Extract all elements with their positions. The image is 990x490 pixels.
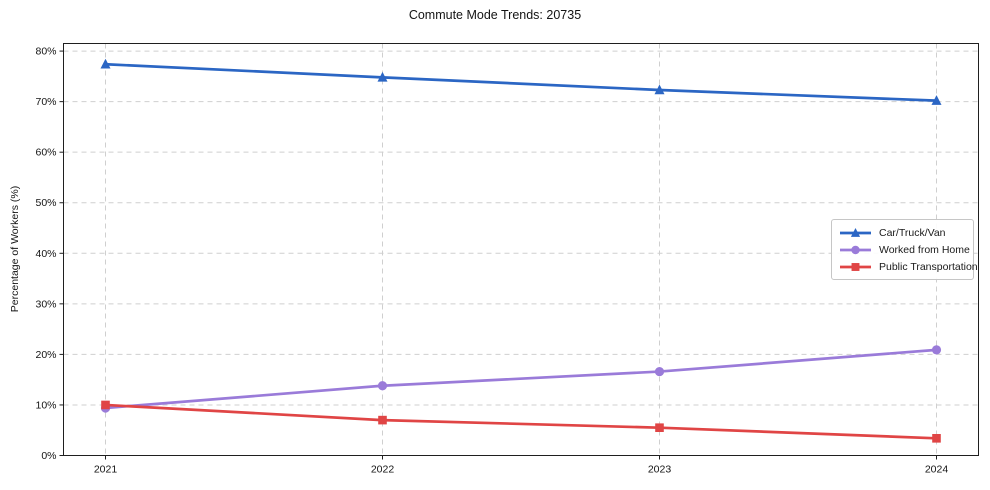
marker-triangle (100, 58, 111, 69)
marker-triangle (850, 227, 861, 237)
x-tick-label: 2022 (371, 464, 395, 476)
legend: Car/Truck/Van Worked from Home Public Tr… (831, 219, 978, 280)
y-tick-label: 0% (41, 450, 56, 462)
legend-item-public-transportation: Public Transportation (839, 258, 978, 275)
y-tick-label: 20% (35, 349, 56, 361)
y-tick-label: 10% (35, 399, 56, 411)
marker-square (655, 423, 664, 432)
car-truck-van-line-marker-icon (840, 227, 871, 237)
y-tick-label: 40% (35, 248, 56, 260)
y-tick-label: 80% (35, 46, 56, 58)
y-tick-label: 70% (35, 96, 56, 108)
marker-square (101, 400, 110, 410)
series-line (104, 403, 938, 440)
marker-circle (377, 381, 388, 391)
marker-circle (654, 366, 665, 377)
public-transportation-line-marker-icon (840, 262, 871, 271)
legend-label-worked-from-home: Worked from Home (879, 243, 970, 256)
series-line (104, 62, 938, 102)
marker-circle (931, 345, 942, 355)
marker-square (378, 415, 387, 425)
legend-label-car-truck-van: Car/Truck/Van (879, 226, 946, 239)
marker-circle (851, 245, 860, 254)
y-tick-label: 30% (35, 298, 56, 310)
y-tick-label: 60% (35, 147, 56, 159)
legend-item-worked-from-home: Worked from Home (839, 241, 970, 258)
x-tick-label: 2023 (648, 464, 672, 476)
x-tick-label: 2024 (925, 464, 949, 476)
marker-square (851, 262, 860, 271)
x-tick-label: 2021 (94, 464, 118, 476)
series-line (104, 348, 938, 410)
legend-item-car-truck-van: Car/Truck/Van (839, 224, 966, 241)
chart-title: Commute Mode Trends: 20735 (408, 8, 582, 22)
y-tick-label: 50% (35, 197, 56, 209)
marker-triangle (654, 84, 665, 95)
plot-border (63, 43, 979, 456)
marker-triangle (931, 95, 942, 105)
marker-square (932, 434, 941, 443)
worked-from-home-line-marker-icon (840, 245, 871, 254)
marker-triangle (377, 71, 388, 82)
legend-label-public-transportation: Public Transportation (879, 260, 978, 273)
